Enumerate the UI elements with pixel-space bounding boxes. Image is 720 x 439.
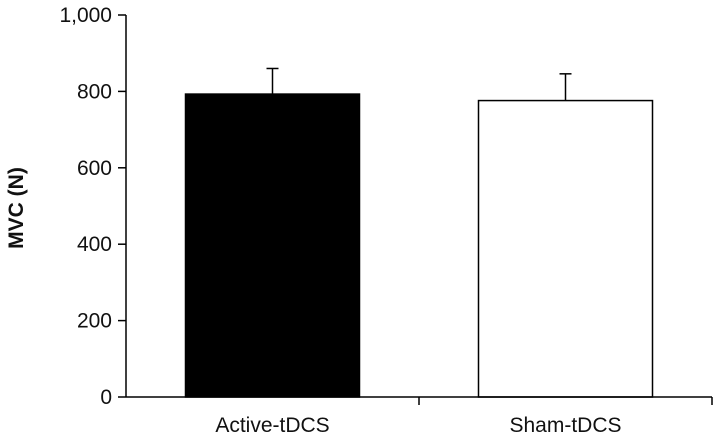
error-bars-group — [266, 67, 572, 101]
y-tick-label: 800 — [77, 80, 112, 103]
bar — [477, 99, 654, 398]
y-axis-ticks: 0 200 400 600 800 1,000 — [59, 4, 713, 409]
x-axis-labels: Active-tDCS Sham-tDCS — [215, 414, 621, 437]
y-tick-label: 1,000 — [59, 4, 112, 27]
x-category-label: Sham-tDCS — [509, 414, 621, 437]
bar — [184, 93, 361, 398]
bars-group — [184, 93, 654, 398]
y-tick-label: 200 — [77, 310, 112, 333]
x-category-label: Active-tDCS — [215, 414, 329, 437]
y-tick-label: 400 — [77, 233, 112, 256]
y-axis-title: MVC (N) — [5, 167, 28, 249]
y-tick-label: 0 — [100, 386, 112, 409]
y-tick-label: 600 — [77, 157, 112, 180]
